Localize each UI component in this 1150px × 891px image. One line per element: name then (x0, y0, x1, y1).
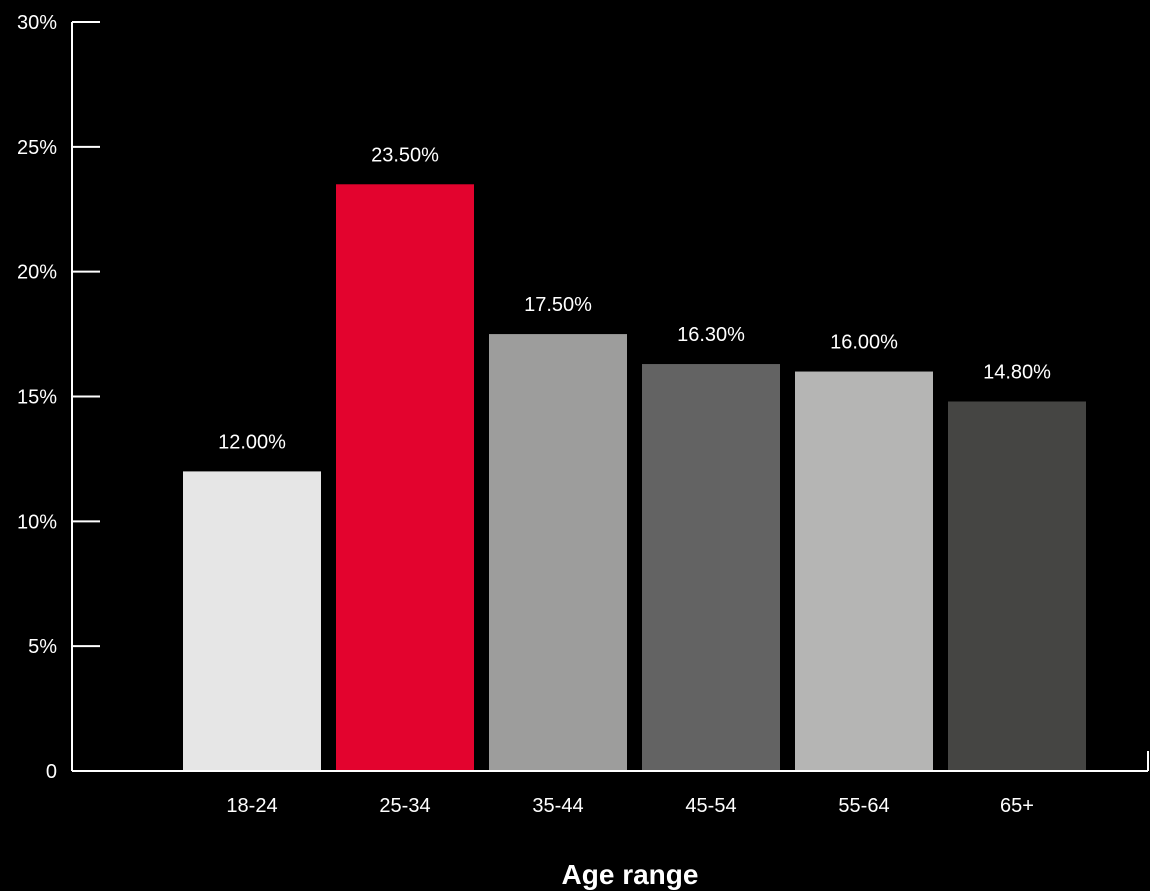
bar-35-44 (489, 334, 627, 771)
bars: 12.00% 23.50% 17.50% 16.30% 16.00% 14.80% (183, 144, 1086, 772)
bar-25-34 (336, 184, 474, 772)
x-tick-label: 18-24 (226, 795, 277, 817)
x-tick-label: 55-64 (838, 795, 889, 817)
y-tick-label: 15% (17, 387, 57, 409)
x-axis-title: Age range (562, 859, 699, 890)
data-label: 16.00% (830, 332, 898, 354)
y-tick-label: 10% (17, 511, 57, 533)
x-axis: 18-24 25-34 35-44 45-54 55-64 65+ (72, 751, 1149, 817)
y-tick-label: 5% (28, 636, 57, 658)
y-tick-label: 20% (17, 262, 57, 284)
x-tick-label: 45-54 (685, 795, 736, 817)
bar-45-54 (642, 364, 780, 771)
data-label: 14.80% (983, 361, 1051, 383)
x-tick-label: 25-34 (379, 795, 430, 817)
y-tick-label: 30% (17, 12, 57, 34)
bar-65+ (948, 401, 1086, 771)
data-label: 12.00% (218, 431, 286, 453)
data-label: 16.30% (677, 324, 745, 346)
x-tick-label: 35-44 (532, 795, 583, 817)
data-label: 23.50% (371, 144, 439, 166)
data-label: 17.50% (524, 294, 592, 316)
x-tick-label: 65+ (1000, 795, 1034, 817)
y-tick-label: 25% (17, 137, 57, 159)
bar-55-64 (795, 371, 933, 771)
y-tick-label: 0 (46, 761, 57, 783)
y-axis: 0 5% 10% 15% 20% 25% 30% (17, 12, 100, 783)
bar-18-24 (183, 471, 321, 771)
